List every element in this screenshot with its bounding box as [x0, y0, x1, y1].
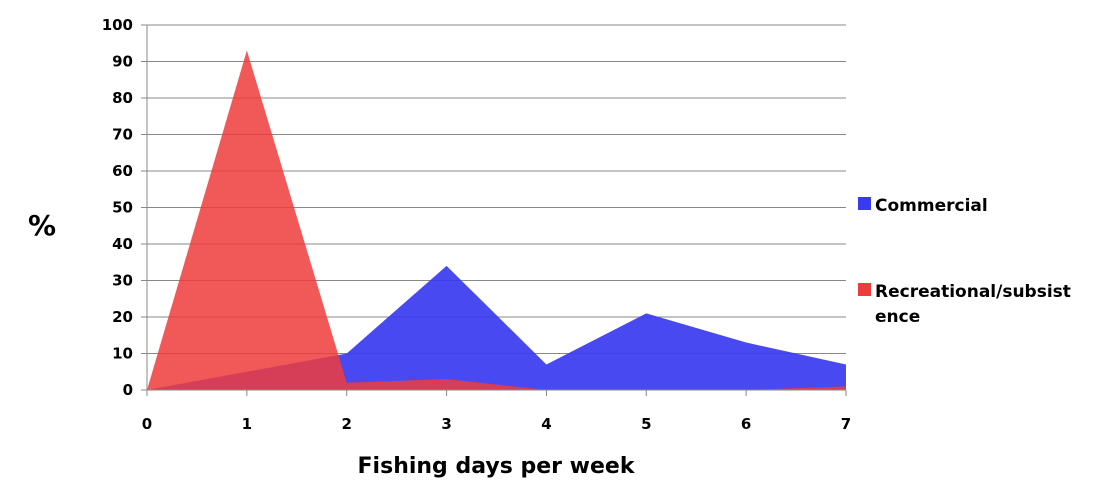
- y-tick-labels: 0 10 20 30 40 50 60 70 80 90 100: [102, 16, 133, 399]
- legend-label: Recreational/subsist: [875, 282, 1071, 302]
- y-tick-label: 10: [112, 345, 133, 363]
- x-tick-label: 5: [641, 415, 651, 433]
- y-tick-label: 80: [112, 89, 133, 107]
- x-tick-label: 4: [541, 415, 551, 433]
- series-areas: [147, 50, 846, 391]
- y-tick-label: 90: [112, 53, 133, 71]
- y-tick-label: 60: [112, 162, 133, 180]
- legend-label: Commercial: [875, 196, 988, 216]
- area-recreational-subsistence: [147, 50, 846, 391]
- y-tick-label: 30: [112, 272, 133, 290]
- axes: [146, 25, 847, 396]
- legend-swatch: [858, 283, 871, 296]
- legend-label: ence: [875, 307, 920, 327]
- x-tick-labels: 0 1 2 3 4 5 6 7: [142, 415, 851, 433]
- y-tick-label: 40: [112, 235, 133, 253]
- legend-swatch: [858, 197, 871, 210]
- x-tick-label: 7: [841, 415, 851, 433]
- x-tick-label: 0: [142, 415, 152, 433]
- y-tick-label: 70: [112, 126, 133, 144]
- y-tick-label: 20: [112, 308, 133, 326]
- x-tick-label: 3: [441, 415, 451, 433]
- y-tick-label: 0: [123, 381, 133, 399]
- x-tick-label: 6: [741, 415, 751, 433]
- x-axis-title: Fishing days per week: [358, 454, 636, 479]
- y-tick-label: 50: [112, 199, 133, 217]
- y-tick-label: 100: [102, 16, 133, 34]
- x-tick-label: 1: [242, 415, 252, 433]
- y-axis-title: %: [28, 209, 56, 242]
- x-tick-label: 2: [341, 415, 351, 433]
- legend: Commercial Recreational/subsist ence: [858, 196, 1071, 327]
